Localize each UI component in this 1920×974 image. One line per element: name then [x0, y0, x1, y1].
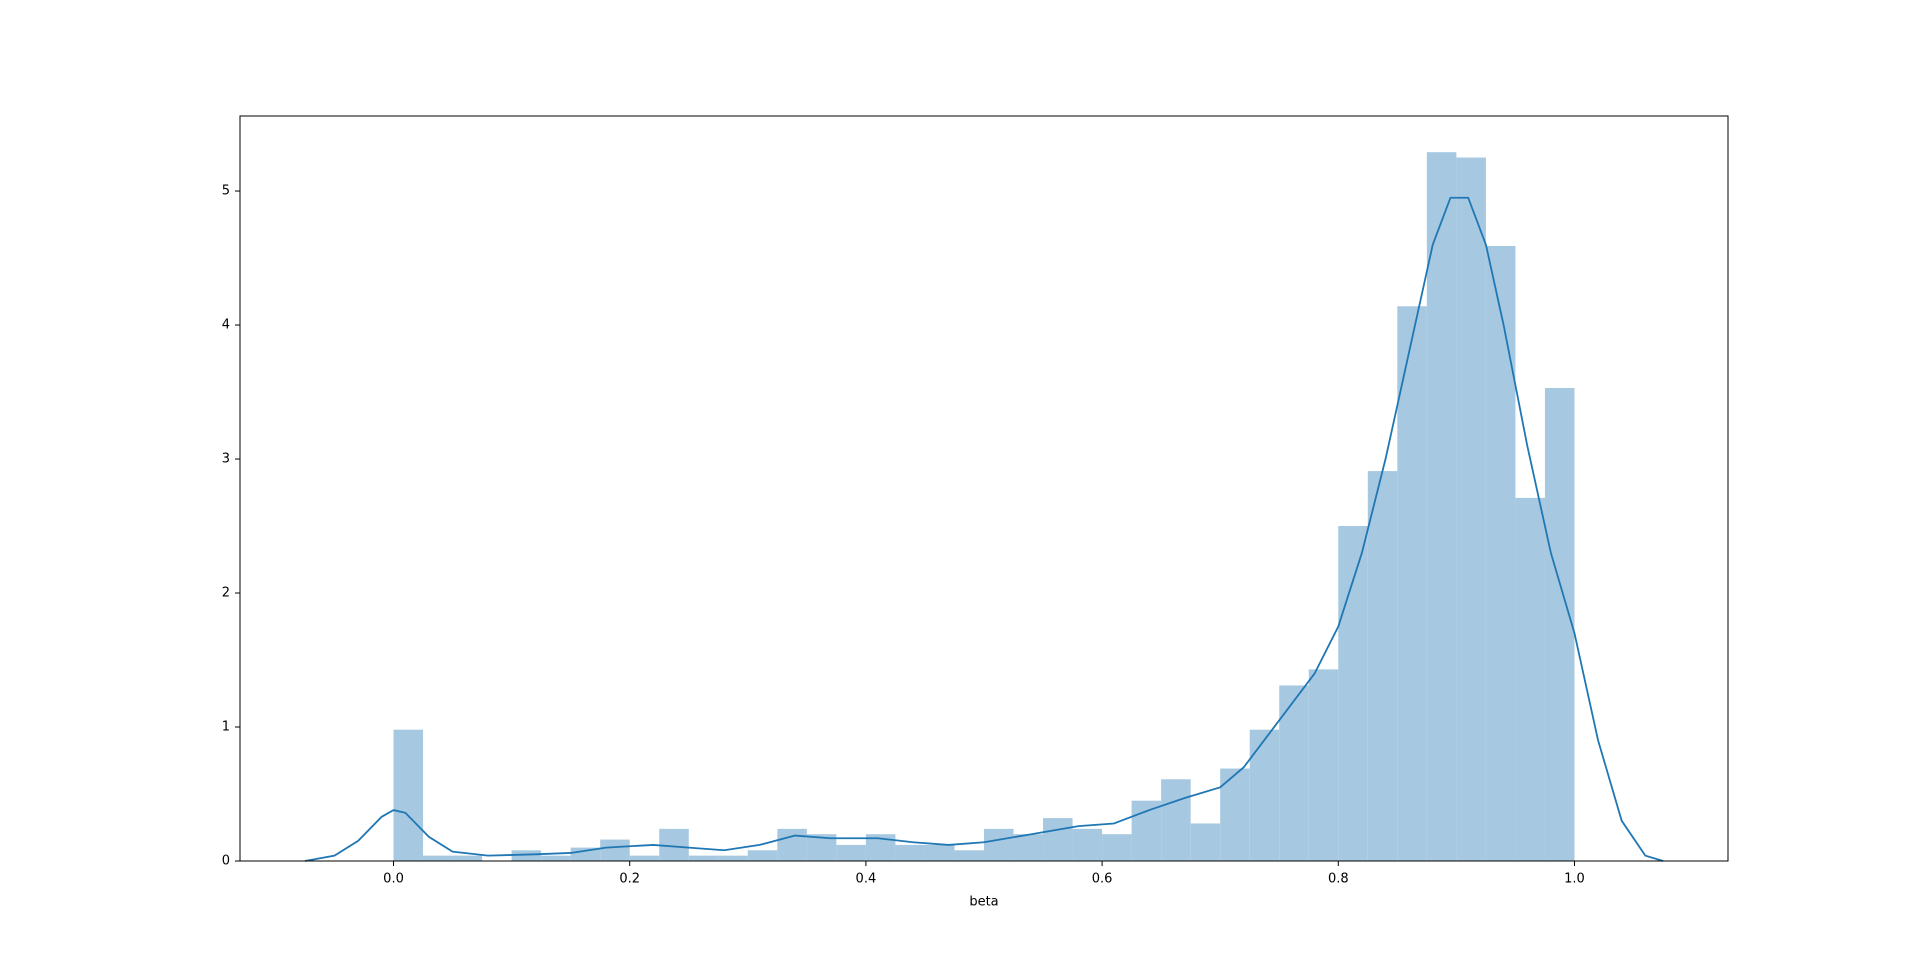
y-tick-label: 5	[222, 184, 230, 199]
histogram-bar	[1397, 306, 1427, 861]
histogram-bar	[1515, 497, 1545, 861]
histogram-bar	[895, 844, 925, 861]
histogram-bar	[747, 850, 778, 861]
histogram-bar	[984, 828, 1014, 861]
y-tick-label: 1	[222, 720, 230, 735]
histogram-bar	[1043, 818, 1073, 861]
histogram-bar	[1338, 526, 1368, 861]
histogram-bar	[1544, 388, 1575, 861]
histogram-bar	[600, 839, 630, 861]
histogram-bar	[836, 844, 866, 861]
histogram-bar	[1426, 152, 1457, 862]
histogram-bar	[541, 855, 571, 861]
x-tick-label: 0.0	[383, 872, 404, 887]
histogram-bar	[777, 828, 807, 861]
histogram-bar	[954, 850, 984, 861]
y-tick-label: 2	[222, 586, 230, 601]
x-tick-label: 0.4	[856, 872, 877, 887]
histogram-bar	[1131, 800, 1162, 861]
histogram-bar	[423, 855, 453, 861]
histogram-bar	[1102, 834, 1132, 861]
histogram-bar	[1308, 669, 1339, 861]
plot-frame	[239, 115, 1729, 862]
x-tick-label: 0.2	[619, 872, 640, 887]
histogram-bar	[1367, 471, 1398, 861]
kde-line	[304, 196, 1664, 862]
y-tick-label: 0	[222, 854, 230, 869]
histogram-bar	[1249, 729, 1280, 861]
x-tick-label: 0.6	[1092, 872, 1113, 887]
histogram-bar	[1190, 823, 1221, 861]
histogram-bar	[1279, 685, 1309, 861]
histogram-bar	[629, 855, 660, 861]
x-tick-label: 1.0	[1564, 872, 1585, 887]
x-axis-label: beta	[969, 895, 998, 910]
y-tick-label: 3	[222, 452, 230, 467]
histogram-bar	[393, 729, 424, 861]
histogram-bar	[1013, 834, 1044, 861]
histogram-bar	[452, 855, 483, 861]
x-tick-label: 0.8	[1328, 872, 1349, 887]
histogram-bar	[1161, 779, 1191, 861]
histogram-bar	[1485, 245, 1516, 861]
y-tick-label: 4	[222, 318, 230, 333]
histogram-bar	[718, 855, 748, 861]
histogram-bar	[1456, 157, 1486, 861]
histogram-bar	[924, 844, 955, 861]
histogram-bar	[1072, 828, 1103, 861]
histogram-bar	[688, 855, 719, 861]
histogram-bar	[511, 850, 542, 861]
